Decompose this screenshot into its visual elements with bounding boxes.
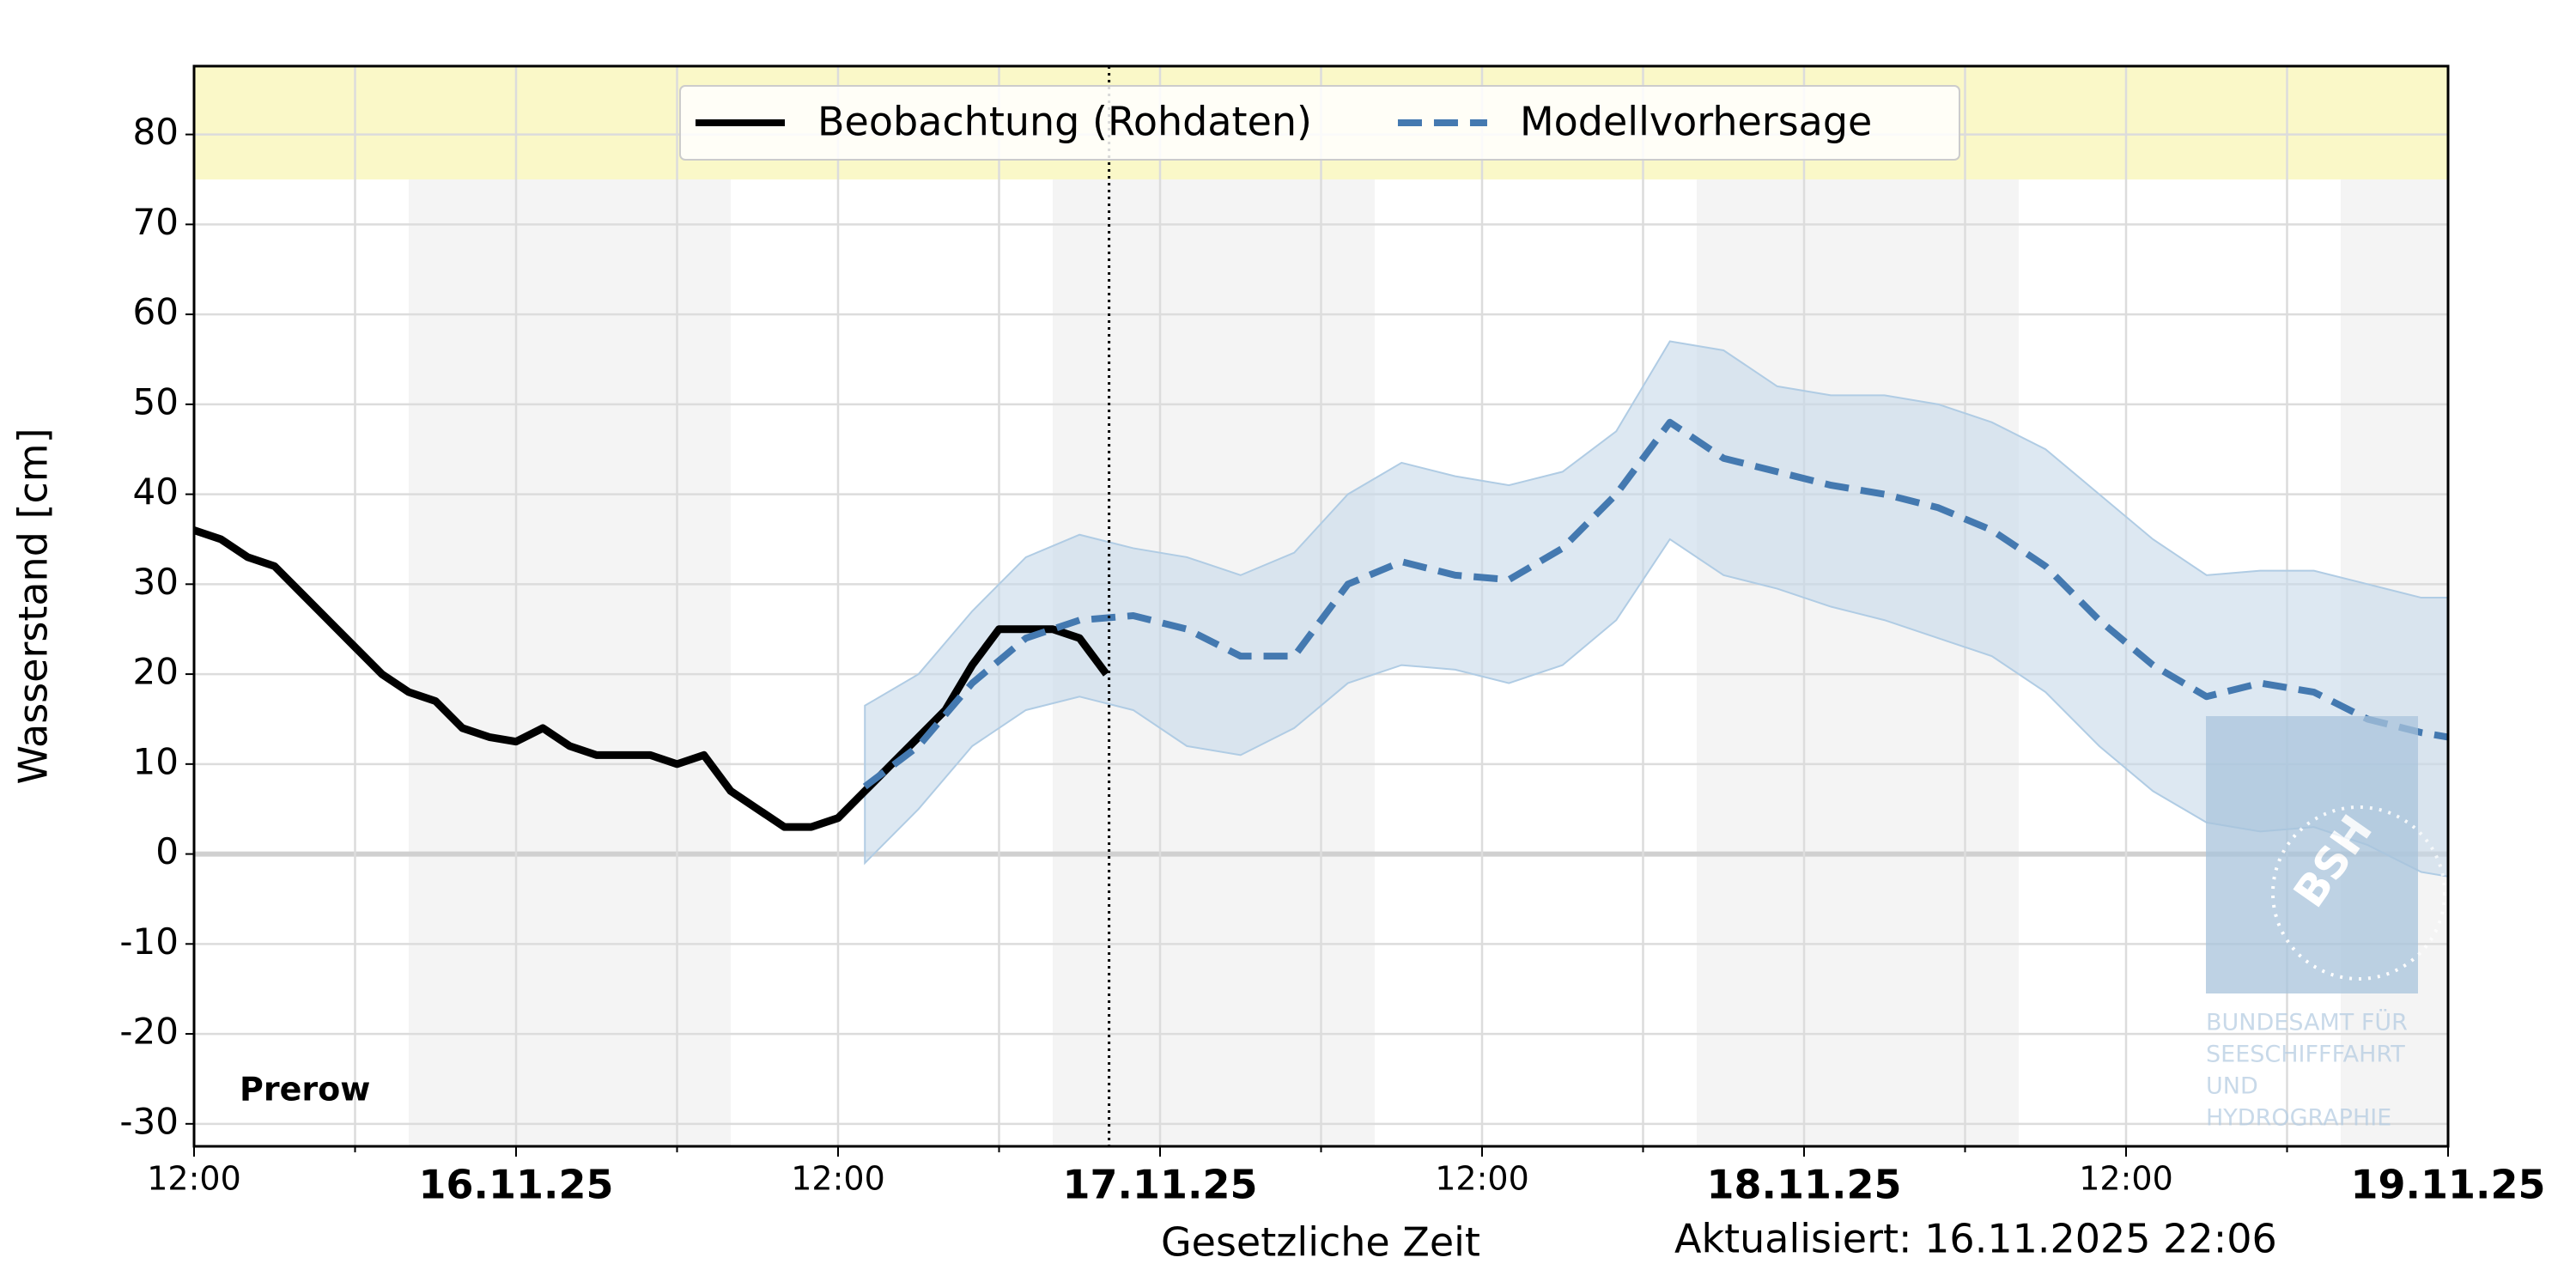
x-tick-label: 16.11.25 [419,1162,614,1208]
y-tick-label: 40 [133,471,179,513]
plot-frame [192,64,2450,1148]
series-line [194,526,1110,831]
y-tick-label: -30 [119,1100,179,1142]
x-tick-label: 12:00 [791,1160,885,1198]
y-axis-label: Wasserstand [cm] [10,428,57,784]
x-tick-label: 17.11.25 [1063,1162,1258,1208]
y-tick-label: 50 [133,380,179,422]
y-tick-label: -10 [119,920,179,963]
forecast-band [864,340,2448,878]
watermark-text: BUNDESAMT FÜR [2206,1009,2408,1036]
legend-label: Modellvorhersage [1520,99,1872,145]
y-tick-label: 80 [133,111,179,153]
y-tick-label: 60 [133,291,179,333]
x-tick-label: 19.11.25 [2351,1162,2546,1208]
y-tick-label: 0 [155,830,179,872]
y-tick-label: 30 [133,561,179,603]
y-tick-label: -20 [119,1011,179,1053]
watermark-text: HYDROGRAPHIE [2206,1105,2391,1132]
watermark-box [2206,716,2418,993]
legend-box [679,85,1960,161]
legend: Beobachtung (Rohdaten) Modellvorhersage [679,85,1960,161]
x-axis-label: Gesetzliche Zeit [1161,1219,1480,1266]
x-tick-label: 12:00 [2079,1160,2173,1198]
legend-label: Beobachtung (Rohdaten) [817,99,1312,145]
y-tick-label: 70 [133,201,179,243]
series-line [862,418,2448,790]
night-shade [409,179,731,1146]
watermark-text: UND [2206,1073,2258,1100]
station-label: Prerow [240,1071,370,1109]
x-tick-label: 12:00 [147,1160,241,1198]
watermark-ring [2271,805,2446,981]
updated-label: Aktualisiert: 16.11.2025 22:06 [1674,1216,2277,1262]
x-tick-label: 18.11.25 [1707,1162,1902,1208]
y-tick-label: 20 [133,651,179,693]
y-tick-label: 10 [133,740,179,782]
night-shade [1697,179,2019,1146]
x-tick-label: 12:00 [1435,1160,1529,1198]
watermark-text: SEESCHIFFFAHRT [2206,1042,2405,1068]
